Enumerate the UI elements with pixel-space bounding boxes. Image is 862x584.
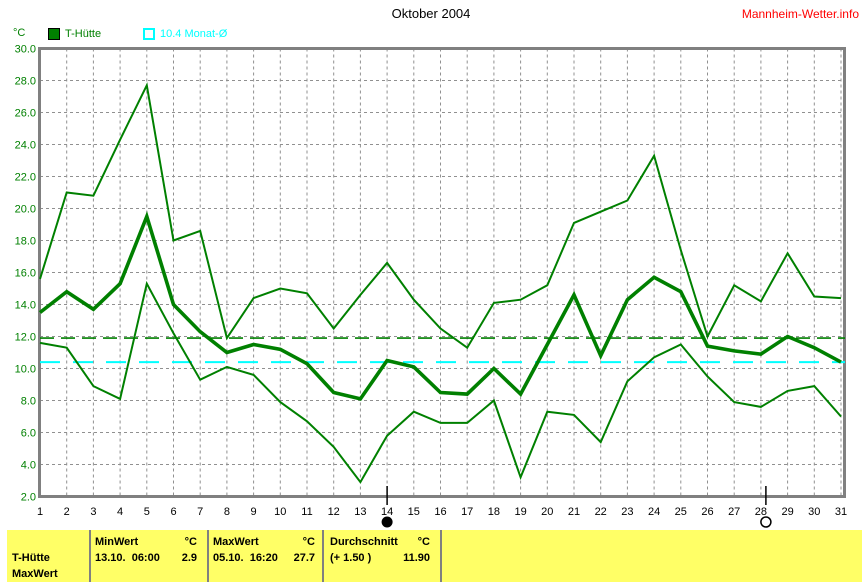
- y-axis-tick-label: 4.0: [21, 460, 36, 472]
- y-axis-tick-label: 30.0: [15, 44, 36, 56]
- x-axis-tick-label: 15: [408, 506, 420, 518]
- average-delta: (+ 1.50 ): [330, 552, 372, 564]
- legend-item-t-huette: T-Hütte: [48, 28, 101, 40]
- min-datetime: 13.10. 06:00: [95, 552, 160, 564]
- x-axis-tick-label: 24: [648, 506, 660, 518]
- x-axis-tick-label: 4: [117, 506, 123, 518]
- y-axis-tick-label: 20.0: [15, 204, 36, 216]
- x-axis-tick-label: 5: [144, 506, 150, 518]
- new-moon-icon: [381, 516, 393, 528]
- filled-square-icon: [48, 28, 60, 40]
- minwert-column: MinWert °C 13.10. 06:00 2.9: [95, 530, 197, 582]
- column-unit: °C: [184, 536, 197, 548]
- x-axis-tick-label: 30: [808, 506, 820, 518]
- x-axis-tick-label: 2: [64, 506, 70, 518]
- y-axis-tick-label: 26.0: [15, 108, 36, 120]
- y-axis-unit-label: °C: [13, 27, 26, 39]
- y-axis-tick-label: 10.0: [15, 364, 36, 376]
- y-axis-tick-label: 8.0: [21, 396, 36, 408]
- y-axis-tick-label: 12.0: [15, 332, 36, 344]
- x-axis-tick-label: 31: [835, 506, 847, 518]
- page-title: Oktober 2004: [391, 6, 471, 21]
- x-axis-tick-label: 18: [488, 506, 500, 518]
- x-axis-tick-label: 20: [541, 506, 553, 518]
- temperature-chart: 2.0 4.0 6.0 8.0 10.0 12.0 14.0 16.0 18.0 20.0 22.0…: [15, 44, 847, 528]
- mean-temperature-line: [38, 211, 842, 401]
- legend-label: 10.4 Monat-Ø: [160, 28, 228, 40]
- x-axis-tick-label: 25: [675, 506, 687, 518]
- column-unit: °C: [302, 536, 315, 548]
- min-value: 2.9: [181, 552, 197, 564]
- column-header: Durchschnitt: [330, 536, 398, 548]
- series-name: T-Hütte: [12, 552, 50, 564]
- column-header: MinWert: [95, 536, 139, 548]
- durchschnitt-column: Durchschnitt °C (+ 1.50 ) 11.90: [330, 530, 430, 582]
- column-unit: °C: [417, 536, 430, 548]
- y-axis-tick-label: 14.0: [15, 300, 36, 312]
- x-axis-tick-label: 21: [568, 506, 580, 518]
- x-axis-tick-label: 1: [37, 506, 43, 518]
- x-axis-tick-label: 12: [328, 506, 340, 518]
- legend-item-monat-avg: 10.4 Monat-Ø: [143, 28, 227, 40]
- x-axis-tick-label: 17: [461, 506, 473, 518]
- x-axis-tick-label: 28: [755, 506, 767, 518]
- y-axis-tick-label: 18.0: [15, 236, 36, 248]
- x-axis-tick-label: 6: [170, 506, 176, 518]
- x-axis-tick-label: 29: [781, 506, 793, 518]
- x-axis-tick-label: 26: [701, 506, 713, 518]
- max-value: 27.7: [293, 552, 315, 564]
- y-axis-tick-label: 24.0: [15, 140, 36, 152]
- y-axis-tick-label: 16.0: [15, 268, 36, 280]
- max-datetime: 05.10. 16:20: [213, 552, 278, 564]
- y-axis-tick-label: 6.0: [21, 428, 36, 440]
- x-axis-tick-label: 22: [595, 506, 607, 518]
- x-axis-tick-label: 11: [301, 506, 312, 518]
- max-temperature-line: [39, 82, 842, 350]
- maxwert-column: MaxWert °C 05.10. 16:20 27.7: [213, 530, 315, 582]
- legend-label: T-Hütte: [65, 28, 102, 40]
- x-axis-tick-label: 19: [514, 506, 526, 518]
- x-axis-tick-label: 7: [197, 506, 203, 518]
- series-label-column: T-Hütte MaxWert: [12, 530, 84, 582]
- column-divider: [89, 530, 91, 582]
- y-axis-tick-label: 28.0: [15, 76, 36, 88]
- average-value: 11.90: [403, 552, 430, 564]
- x-axis-tick-label: 3: [90, 506, 96, 518]
- x-axis-tick-label: 14: [381, 506, 393, 518]
- x-axis-tick-label: 13: [354, 506, 366, 518]
- column-header: MaxWert: [213, 536, 259, 548]
- column-divider: [322, 530, 324, 582]
- x-axis-tick-label: 10: [274, 506, 286, 518]
- full-moon-icon: [760, 516, 772, 528]
- x-axis-tick-label: 16: [434, 506, 446, 518]
- plot-frame: [38, 47, 846, 498]
- x-axis-tick-label: 23: [621, 506, 633, 518]
- series-row-label: MaxWert: [12, 568, 58, 580]
- x-axis-tick-label: 8: [224, 506, 230, 518]
- y-axis-tick-label: 2.0: [21, 492, 36, 504]
- min-temperature-line: [39, 280, 842, 484]
- summary-table: T-Hütte MaxWert MinWert °C 13.10. 06:00 …: [7, 530, 862, 582]
- y-axis-tick-label: 22.0: [15, 172, 36, 184]
- site-link[interactable]: Mannheim-Wetter.info: [741, 7, 859, 21]
- x-axis-tick-label: 9: [251, 506, 257, 518]
- column-divider: [440, 530, 442, 582]
- column-divider: [207, 530, 209, 582]
- outline-square-icon: [143, 28, 155, 40]
- x-axis-tick-label: 27: [728, 506, 740, 518]
